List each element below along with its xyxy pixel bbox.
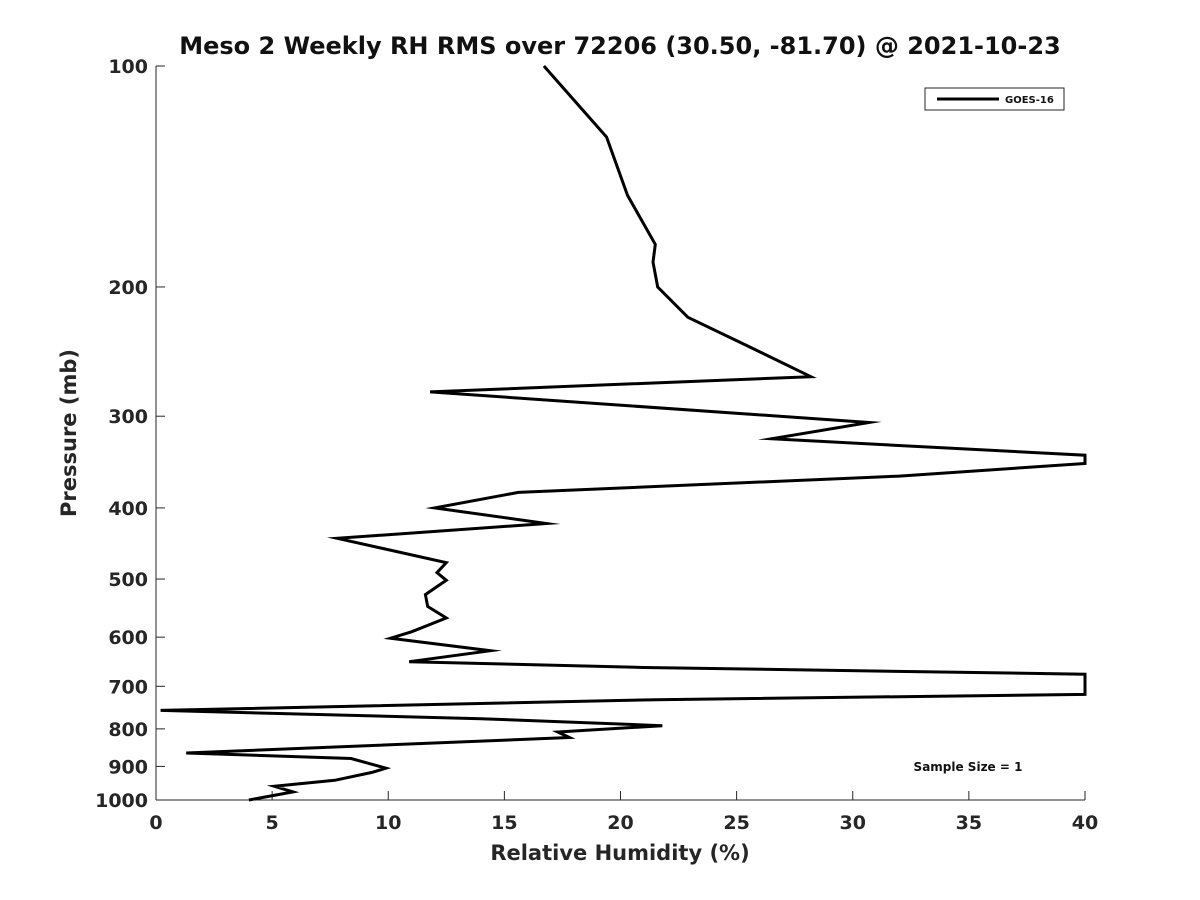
x-tick-label: 15 bbox=[491, 812, 517, 834]
x-tick-label: 40 bbox=[1072, 812, 1098, 834]
x-tick-label: 10 bbox=[375, 812, 401, 834]
x-tick-label: 5 bbox=[266, 812, 279, 834]
legend-label-goes-16: GOES-16 bbox=[1005, 95, 1054, 106]
x-tick-label: 25 bbox=[723, 812, 749, 834]
y-tick-label: 300 bbox=[108, 406, 148, 428]
chart-title: Meso 2 Weekly RH RMS over 72206 (30.50, … bbox=[179, 32, 1061, 60]
y-axis-label: Pressure (mb) bbox=[57, 349, 81, 517]
y-tick-label: 900 bbox=[108, 756, 148, 778]
y-tick-label: 600 bbox=[108, 627, 148, 649]
y-tick-label: 1000 bbox=[95, 790, 148, 812]
x-tick-label: 20 bbox=[607, 812, 633, 834]
y-tick-label: 700 bbox=[108, 676, 148, 698]
y-tick-label: 500 bbox=[108, 569, 148, 591]
y-tick-label: 400 bbox=[108, 498, 148, 520]
plot-area: 0 5 10 15 20 25 30 35 40 100 200 300 400 500 600 700 80… bbox=[95, 56, 1098, 834]
y-tick-label: 800 bbox=[108, 719, 148, 741]
sample-size-note: Sample Size = 1 bbox=[914, 760, 1023, 774]
x-tick-label: 30 bbox=[840, 812, 866, 834]
legend: GOES-16 bbox=[924, 87, 1065, 111]
y-tick-label: 100 bbox=[108, 56, 148, 78]
x-tick-label: 35 bbox=[956, 812, 982, 834]
x-axis-ticks: 0 5 10 15 20 25 30 35 40 bbox=[149, 791, 1098, 834]
series-line-goes-16 bbox=[160, 65, 1087, 802]
y-tick-label: 200 bbox=[108, 277, 148, 299]
y-axis-ticks: 100 200 300 400 500 600 700 800 900 1000 bbox=[95, 56, 165, 812]
x-tick-label: 0 bbox=[149, 812, 162, 834]
series-layer bbox=[160, 65, 1087, 802]
x-axis-label: Relative Humidity (%) bbox=[490, 841, 749, 865]
